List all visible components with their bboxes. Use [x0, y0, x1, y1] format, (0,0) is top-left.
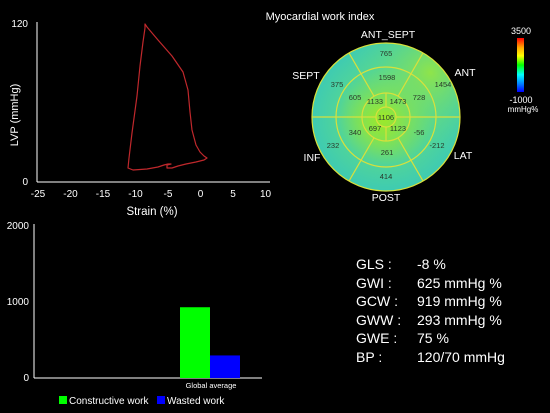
loop-x-tick: 0	[198, 189, 204, 200]
segment-mid-inf-value: 340	[349, 128, 362, 137]
segment-apical-ant-value: 1473	[390, 97, 407, 106]
segment-mid-ant-value: 728	[413, 93, 426, 102]
metric-key: GWW :	[356, 311, 402, 328]
work-bar-chart: 2000 1000 0 Global average Constructive …	[7, 221, 262, 407]
metric-value: 120/70 mmHg	[417, 348, 505, 365]
metric-key: BP :	[356, 348, 383, 365]
bullseye-disc-highlight	[312, 43, 460, 191]
legend-constructive-label: Constructive work	[69, 396, 149, 407]
metric-value: 919 mmHg %	[417, 293, 502, 309]
bullseye-title: Myocardial work index	[266, 11, 375, 23]
loop-x-tick: 5	[230, 189, 236, 200]
segment-apex-value: 1106	[378, 113, 394, 122]
pressure-strain-loop-chart: 120 0 LVP (mmHg) -25 -20 -15 -10 -5 0 5 …	[9, 19, 271, 218]
pressure-strain-loop	[127, 23, 208, 171]
colorbar	[517, 38, 524, 92]
colorbar-min: -1000	[509, 95, 532, 105]
legend-wasted-swatch	[157, 396, 165, 404]
metric-key: GWI :	[356, 274, 392, 291]
legend-wasted-label: Wasted work	[167, 396, 225, 407]
metric-value: -8 %	[417, 256, 446, 272]
segment-apical-inf-value: 697	[369, 124, 382, 133]
label-lat: LAT	[454, 150, 473, 162]
loop-y-tick: 120	[11, 19, 28, 30]
bar-y-tick: 0	[23, 373, 29, 384]
loop-x-ticks: -25 -20 -15 -10 -5 0 5 10	[31, 189, 272, 200]
segment-basal-sept-value: 375	[331, 80, 344, 89]
label-inf: INF	[304, 152, 321, 164]
label-sept: SEPT	[292, 70, 320, 82]
wasted-work-bar	[210, 355, 240, 378]
label-post: POST	[372, 192, 401, 204]
bullseye-plot: Myocardial work index 765 375 1454 232 -…	[266, 11, 539, 204]
metric-value: 75 %	[417, 330, 449, 346]
loop-x-label: Strain (%)	[126, 206, 177, 218]
loop-y-label: LVP (mmHg)	[9, 84, 21, 147]
segment-mid-lat-value: -56	[414, 128, 425, 137]
metric-key: GLS :	[356, 256, 392, 272]
loop-x-tick: -25	[31, 189, 46, 200]
loop-y-tick: 0	[22, 177, 28, 188]
bar-y-tick: 1000	[7, 297, 30, 308]
bar-y-tick: 2000	[7, 221, 30, 232]
label-ant: ANT	[455, 67, 477, 79]
segment-mid-antsept-value: 1598	[379, 73, 396, 82]
loop-x-tick: -20	[63, 189, 78, 200]
segment-basal-ant-value: 1454	[435, 80, 452, 89]
segment-basal-inf-value: 232	[327, 141, 340, 150]
segment-basal-antsept-value: 765	[380, 49, 393, 58]
legend-constructive-swatch	[59, 396, 67, 404]
bullseye-segment-lines	[311, 42, 461, 192]
metric-value: 293 mmHg %	[417, 311, 502, 328]
constructive-work-bar	[180, 307, 210, 378]
metric-value: 625 mmHg %	[417, 274, 502, 291]
segment-apical-sept-value: 1133	[367, 97, 383, 106]
segment-basal-post-value: 414	[380, 172, 393, 181]
label-ant-sept: ANT_SEPT	[361, 29, 416, 41]
segment-mid-post-value: 261	[381, 148, 394, 157]
loop-x-tick: -15	[96, 189, 111, 200]
bars-group	[180, 307, 240, 378]
bar-category-label: Global average	[186, 381, 237, 390]
colorbar-unit: mmHg%	[508, 105, 539, 114]
loop-x-tick: 10	[260, 189, 272, 200]
loop-x-tick: -5	[164, 189, 173, 200]
segment-apical-lat-value: 1123	[390, 124, 406, 133]
loop-x-tick: -10	[128, 189, 143, 200]
segment-mid-sept-value: 605	[349, 93, 362, 102]
metric-key: GCW :	[356, 293, 398, 309]
metric-key: GWE :	[356, 330, 398, 346]
colorbar-max: 3500	[511, 26, 531, 36]
segment-basal-lat-value: -212	[429, 141, 444, 150]
